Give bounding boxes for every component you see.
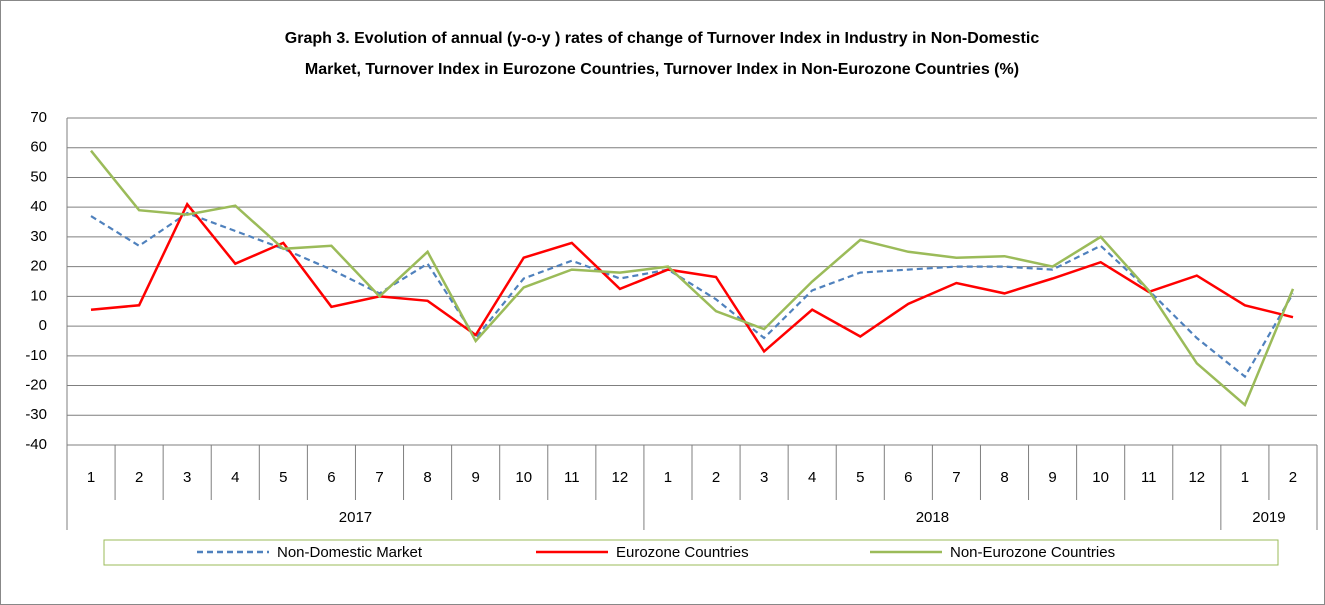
- y-tick-label: -30: [25, 406, 47, 423]
- y-tick-label: 40: [30, 198, 47, 215]
- y-tick-label: 0: [39, 317, 47, 334]
- y-tick-label: 20: [30, 258, 47, 275]
- x-tick-label: 12: [1188, 469, 1205, 486]
- x-tick-label: 10: [1092, 469, 1109, 486]
- y-tick-label: 70: [30, 109, 47, 126]
- x-tick-label: 7: [952, 469, 960, 486]
- legend-label: Non-Domestic Market: [277, 544, 423, 561]
- y-tick-label: -40: [25, 436, 47, 453]
- x-tick-label: 4: [231, 469, 239, 486]
- x-tick-label: 3: [760, 469, 768, 486]
- group-label: 2017: [339, 509, 372, 526]
- chart-title: Market, Turnover Index in Eurozone Count…: [305, 61, 1019, 78]
- x-tick-label: 5: [856, 469, 864, 486]
- y-tick-label: -20: [25, 377, 47, 394]
- x-tick-label: 9: [471, 469, 479, 486]
- legend-label: Eurozone Countries: [616, 544, 749, 561]
- group-label: 2018: [916, 509, 949, 526]
- x-tick-label: 1: [664, 469, 672, 486]
- y-tick-label: 60: [30, 139, 47, 156]
- y-tick-label: 10: [30, 287, 47, 304]
- chart-title: Graph 3. Evolution of annual (y-o-y ) ra…: [285, 30, 1040, 47]
- x-tick-label: 8: [1000, 469, 1008, 486]
- x-tick-label: 1: [87, 469, 95, 486]
- x-tick-label: 1: [1241, 469, 1249, 486]
- x-tick-label: 6: [904, 469, 912, 486]
- x-tick-label: 2: [1289, 469, 1297, 486]
- y-tick-label: 50: [30, 168, 47, 185]
- legend-label: Non-Eurozone Countries: [950, 544, 1115, 561]
- x-tick-label: 2: [135, 469, 143, 486]
- x-tick-label: 11: [564, 469, 580, 486]
- x-tick-label: 11: [1141, 469, 1157, 486]
- x-tick-label: 10: [515, 469, 532, 486]
- x-tick-label: 9: [1048, 469, 1056, 486]
- x-tick-label: 12: [612, 469, 629, 486]
- y-tick-label: -10: [25, 347, 47, 364]
- x-tick-label: 3: [183, 469, 191, 486]
- x-tick-label: 5: [279, 469, 287, 486]
- x-tick-label: 6: [327, 469, 335, 486]
- group-label: 2019: [1252, 509, 1285, 526]
- x-tick-label: 2: [712, 469, 720, 486]
- data-line: [90, 149, 1295, 407]
- x-tick-label: 8: [423, 469, 431, 486]
- x-tick-label: 7: [375, 469, 383, 486]
- x-tick-label: 4: [808, 469, 816, 486]
- y-tick-label: 30: [30, 228, 47, 245]
- legend-box: [103, 539, 1279, 566]
- data-line: [90, 201, 1294, 354]
